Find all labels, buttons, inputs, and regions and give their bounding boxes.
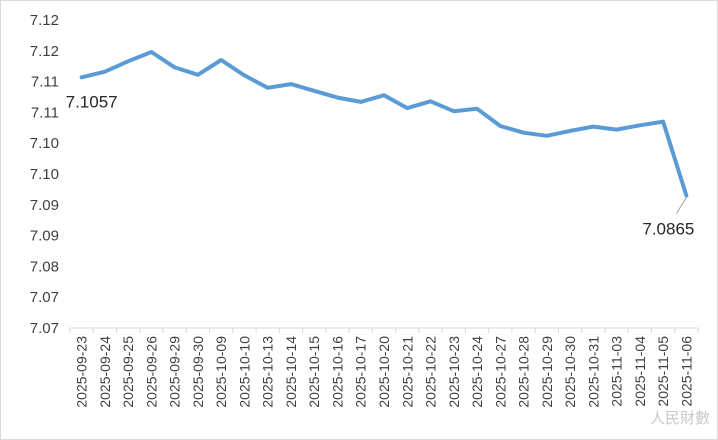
y-tick-label: 7.09 [30, 228, 59, 245]
x-tick-label: 2025-10-30 [562, 336, 578, 408]
x-tick-label: 2025-09-25 [120, 336, 136, 408]
x-tick-label: 2025-10-10 [236, 336, 252, 408]
x-tick-label: 2025-09-24 [97, 336, 113, 408]
x-tick-label: 2025-09-26 [143, 336, 159, 408]
x-tick-label: 2025-10-23 [446, 336, 462, 408]
x-tick-label: 2025-10-24 [469, 336, 485, 408]
y-tick-label: 7.11 [31, 74, 59, 91]
x-tick-label: 2025-10-20 [376, 336, 392, 408]
y-tick-label: 7.10 [30, 135, 59, 152]
watermark-text: 人民財數 [650, 409, 710, 427]
y-tick-label: 7.12 [30, 12, 59, 29]
series-line [79, 50, 689, 198]
x-tick-label: 2025-10-29 [539, 336, 555, 408]
y-tick-label: 7.10 [30, 166, 59, 183]
x-tick-label: 2025-09-30 [190, 336, 206, 408]
x-tick-label: 2025-10-13 [260, 336, 276, 408]
y-tick-label: 7.07 [30, 320, 59, 337]
series-group [79, 50, 689, 198]
data-labels: 7.1057 7.0865 [66, 92, 695, 238]
x-tick-label: 2025-10-28 [516, 336, 532, 408]
x-tick-label: 2025-10-17 [353, 336, 369, 408]
data-label: 7.1057 [66, 92, 118, 111]
x-tick-label: 2025-10-14 [283, 336, 299, 408]
y-axis-ticks: 7.07 7.07 7.08 7.09 7.09 7.10 7.10 7.11 7.11 7.12… [30, 12, 59, 337]
x-tick-label: 2025-10-31 [585, 336, 601, 408]
x-tick-label: 2025-11-05 [655, 336, 671, 407]
x-tick-label: 2025-11-06 [678, 336, 694, 407]
x-tick-label: 2025-10-16 [329, 336, 345, 408]
x-tick-label: 2025-11-03 [609, 336, 625, 407]
y-tick-label: 7.11 [31, 104, 59, 121]
y-tick-label: 7.08 [30, 258, 59, 275]
data-label: 7.0865 [642, 220, 694, 239]
x-tick-label: 2025-10-22 [423, 336, 439, 408]
x-tick-label: 2025-10-15 [306, 336, 322, 408]
data-label-leader [675, 197, 687, 214]
x-tick-label: 2025-10-21 [399, 336, 415, 408]
y-tick-label: 7.12 [30, 43, 59, 60]
x-axis-ticks: 2025-09-23 2025-09-24 2025-09-25 2025-09-26… [69, 328, 699, 408]
y-tick-label: 7.09 [30, 197, 59, 214]
y-tick-label: 7.07 [30, 289, 59, 306]
x-tick-label: 2025-09-29 [167, 336, 183, 408]
x-tick-label: 2025-10-09 [213, 336, 229, 408]
x-tick-label: 2025-11-04 [632, 336, 648, 407]
x-tick-label: 2025-10-27 [492, 336, 508, 408]
x-tick-label: 2025-09-23 [74, 336, 90, 408]
